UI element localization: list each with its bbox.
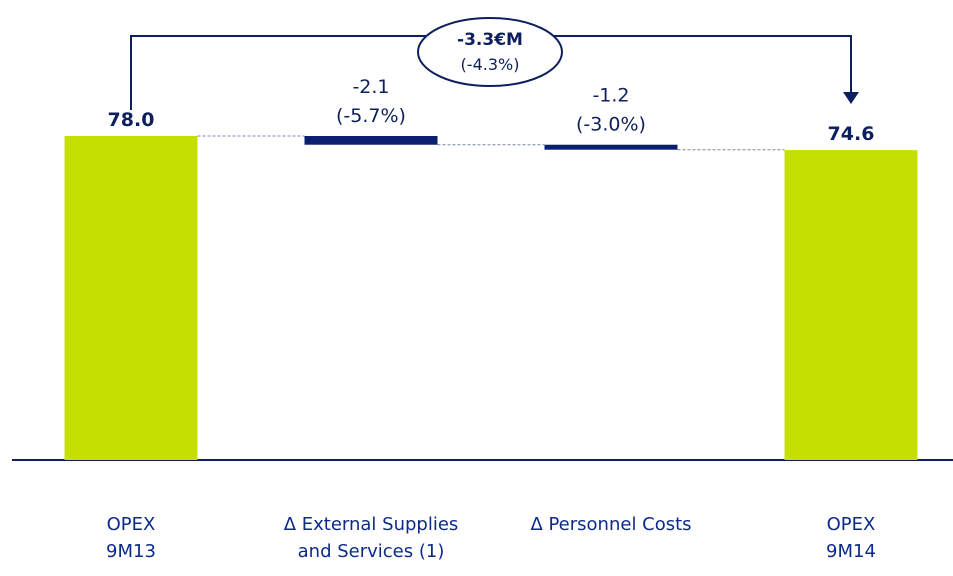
x-tick-label: Δ Personnel Costs bbox=[530, 514, 691, 535]
annotation-value: -3.3€M bbox=[457, 30, 523, 50]
value-label: 78.0 bbox=[108, 109, 155, 131]
x-tick-label: OPEX bbox=[107, 514, 156, 535]
bar bbox=[304, 136, 438, 145]
x-tick-label: 9M13 bbox=[106, 541, 156, 562]
annotation-bubble bbox=[417, 17, 563, 87]
x-tick-label: Δ External Supplies bbox=[284, 514, 459, 535]
value-label: 74.6 bbox=[828, 123, 875, 145]
bar bbox=[784, 150, 918, 460]
bar bbox=[64, 136, 198, 460]
x-tick-label: 9M14 bbox=[826, 541, 876, 562]
percent-label: (-3.0%) bbox=[576, 114, 646, 136]
x-tick-label: and Services (1) bbox=[298, 541, 445, 562]
value-label: -2.1 bbox=[352, 76, 389, 98]
bar bbox=[544, 144, 678, 150]
annotation-percent: (-4.3%) bbox=[461, 55, 520, 74]
value-label: -1.2 bbox=[592, 85, 629, 107]
x-tick-label: OPEX bbox=[827, 514, 876, 535]
percent-label: (-5.7%) bbox=[336, 105, 406, 127]
arrow-head bbox=[843, 92, 859, 104]
